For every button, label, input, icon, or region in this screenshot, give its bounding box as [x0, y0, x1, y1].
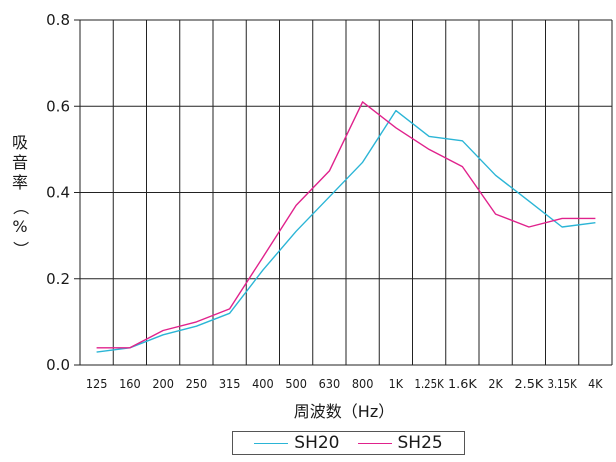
legend: SH20 SH25 — [232, 431, 465, 455]
y-axis-label-char: （ — [11, 199, 30, 215]
y-axis-label: 吸音率 （% ） — [11, 133, 30, 257]
legend-item-sh25: SH25 — [357, 433, 443, 453]
x-tick-label: 2K — [488, 377, 503, 391]
x-tick-label: 250 — [186, 377, 208, 391]
y-axis-label-char: 音 — [12, 153, 28, 172]
series-line-sh20 — [96, 109, 596, 353]
x-tick-label: 630 — [319, 377, 341, 391]
legend-item-sh20: SH20 — [254, 433, 340, 453]
y-tick-labels: 0.0 0.2 0.4 0.6 0.8 — [46, 11, 70, 374]
x-tick-label: 500 — [285, 377, 307, 391]
legend-swatch-sh25 — [357, 442, 392, 444]
legend-swatch-sh20 — [254, 442, 289, 444]
x-tick-label: 1.25K — [415, 377, 445, 391]
x-axis-label: 周波数（Hz） — [294, 402, 394, 421]
y-tick-label: 0.0 — [46, 356, 70, 374]
y-tick-label: 0.8 — [46, 11, 70, 29]
y-axis-label-char: ） — [11, 241, 30, 257]
x-tick-label: 200 — [152, 377, 174, 391]
y-axis-label-char: 率 — [12, 173, 28, 192]
y-axis-label-char: % — [12, 217, 27, 236]
x-tick-label: 1K — [389, 377, 404, 391]
x-tick-label: 3.15K — [548, 377, 578, 391]
y-tick-label: 0.6 — [46, 97, 70, 115]
x-tick-label: 315 — [219, 377, 241, 391]
x-tick-label: 400 — [252, 377, 274, 391]
x-tick-label: 1.6K — [448, 377, 478, 391]
x-tick-label: 160 — [119, 377, 141, 391]
legend-label-sh20: SH20 — [294, 433, 340, 453]
x-tick-label: 4K — [588, 377, 603, 391]
x-tick-labels: 125 160 200 250 315 400 500 630 800 1K 1.25K 1.6K 2K… — [86, 377, 604, 391]
y-axis-label-char: 吸 — [12, 133, 28, 152]
x-tick-label: 125 — [86, 377, 108, 391]
grid — [74, 19, 613, 366]
y-tick-label: 0.4 — [46, 184, 70, 202]
x-tick-label: 2.5K — [514, 377, 544, 391]
legend-label-sh25: SH25 — [397, 433, 443, 453]
y-tick-label: 0.2 — [46, 270, 70, 288]
series-line-sh25 — [96, 101, 596, 349]
x-tick-label: 800 — [352, 377, 374, 391]
series-lines — [96, 101, 596, 353]
